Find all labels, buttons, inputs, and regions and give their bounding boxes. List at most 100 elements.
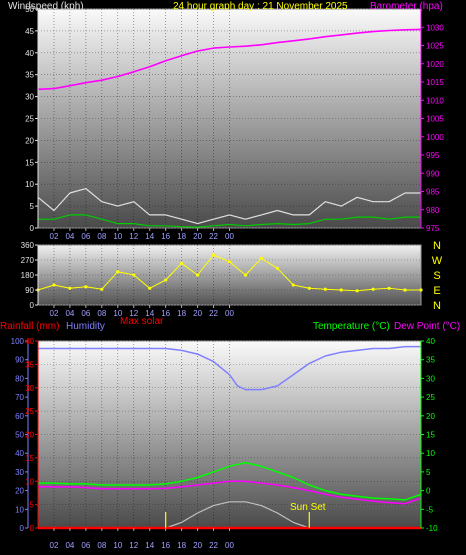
temperature-panel-xtick-label: 04 [65,541,74,550]
humidity-tick-label: 80 [15,374,24,383]
series-direction [37,254,421,292]
wind-speed-tick-label: 30 [25,93,34,102]
temperature-tick-label: 30 [426,374,435,383]
humidity-tick-label: 40 [15,449,24,458]
direction-panel-xtick-label: 16 [161,309,170,318]
temperature-panel-xtick-label: 18 [177,541,186,550]
wind-panel-xtick-label: 22 [209,232,218,241]
series-dew-point [38,480,422,505]
barometer-tick-label: 995 [426,151,440,160]
direction-panel-xtick-label: 02 [50,309,59,318]
series-average [38,214,421,228]
temperature-tick-label: 0 [426,487,431,496]
barometer-tick-label: 980 [426,206,440,215]
wind-panel-xtick-label: 14 [145,232,154,241]
series-max-solar [165,501,310,529]
dewpoint-title: Dew Point (°C) [394,321,461,332]
rainfall-tick-label: 20 [25,431,34,440]
wind-speed-tick-label: 5 [30,202,35,211]
barometer-tick-label: 975 [426,224,440,233]
rainfall-tick-label: 30 [25,384,34,393]
humidity-tick-label: 60 [15,412,24,421]
compass-label-1: W [432,255,443,267]
rainfall-tick-label: 40 [25,337,34,346]
humidity-tick-label: 30 [15,468,24,477]
temperature-tick-label: -5 [426,505,434,514]
humidity-tick-label: 20 [15,487,24,496]
rainfall-tick-label: 15 [25,454,34,463]
axes: 0510152025303540455097598098599099510001… [11,5,445,550]
barometer-tick-label: 1000 [426,133,444,142]
temperature-title: Temperature (°C) [313,321,390,332]
barometer-tick-label: 1015 [426,78,444,87]
direction-tick-label: 90 [25,286,34,295]
direction-panel-xtick-label: 06 [81,309,90,318]
barometer-tick-label: 990 [426,169,440,178]
wind-panel-xtick-label: 20 [193,232,202,241]
compass-label-2: S [433,270,440,282]
temperature-tick-label: 10 [426,449,435,458]
temperature-panel-xtick-label: 08 [97,541,106,550]
rainfall-tick-label: 35 [25,360,34,369]
temperature-panel-xtick-label: 16 [161,541,170,550]
humidity-tick-label: 50 [15,431,24,440]
series-gust [37,188,421,225]
humidity-tick-label: 10 [15,505,24,514]
barometer-tick-label: 985 [426,188,440,197]
direction-panel-xtick-label: 12 [129,309,138,318]
barometer-tick-label: 1010 [426,96,444,105]
direction-tick-label: 180 [21,271,35,280]
wind-panel-xtick-label: 12 [129,232,138,241]
barometer-tick-label: 1005 [426,115,444,124]
wind-panel-xtick-label: 00 [225,232,234,241]
direction-tick-label: 0 [30,301,35,310]
wind-panel-xtick-label: 18 [177,232,186,241]
wind-panel-xtick-label: 16 [161,232,170,241]
temperature-panel-xtick-label: 00 [225,541,234,550]
direction-panel-xtick-label: 00 [225,309,234,318]
wind-speed-tick-label: 50 [25,5,34,14]
barometer-tick-label: 1030 [426,23,444,32]
wind-panel-xtick-label: 08 [97,232,106,241]
barometer-tick-label: 1020 [426,60,444,69]
wind-title: Windspeed (kph) [8,1,84,12]
graph-title: 24 hour graph day : 21 November 2025 [173,1,348,12]
wind-panel-xtick-label: 06 [81,232,90,241]
compass-label-4: N [433,300,441,312]
barometer-tick-label: 1025 [426,42,444,51]
barometer-title: Barometer (hpa) [370,1,443,12]
humidity-tick-label: 100 [11,337,25,346]
wind-speed-tick-label: 40 [25,49,34,58]
temperature-panel-xtick-label: 06 [81,541,90,550]
rainfall-tick-label: 10 [25,477,34,486]
max-solar-label: Max solar [120,316,164,327]
temperature-tick-label: 5 [426,468,431,477]
temperature-panel-xtick-label: 02 [50,541,59,550]
wind-speed-tick-label: 10 [25,180,34,189]
wind-panel-xtick-label: 10 [113,232,122,241]
humidity-tick-label: 90 [15,356,24,365]
wind-speed-tick-label: 15 [25,158,34,167]
temperature-tick-label: -10 [426,524,438,533]
rainfall-title: Rainfall (mm) [0,321,60,332]
series-humidity [38,345,421,391]
temperature-tick-label: 35 [426,356,435,365]
wind-panel-xtick-label: 02 [50,232,59,241]
direction-panel-xtick-label: 10 [113,309,122,318]
wind-speed-tick-label: 20 [25,136,34,145]
humidity-tick-label: 0 [20,524,25,533]
series-barometer [37,28,422,91]
wind-speed-tick-label: 45 [25,27,34,36]
wind-speed-tick-label: 0 [30,224,35,233]
direction-panel-xtick-label: 22 [209,309,218,318]
rainfall-tick-label: 25 [25,407,34,416]
direction-panel-xtick-label: 08 [97,309,106,318]
wind-panel-xtick-label: 04 [65,232,74,241]
compass-label-3: E [433,285,440,297]
temperature-panel-xtick-label: 20 [193,541,202,550]
temperature-panel-xtick-label: 12 [129,541,138,550]
series-temperature [38,461,422,501]
direction-panel-xtick-label: 14 [145,309,154,318]
plot-backgrounds [37,8,422,529]
direction-panel-xtick-label: 18 [177,309,186,318]
